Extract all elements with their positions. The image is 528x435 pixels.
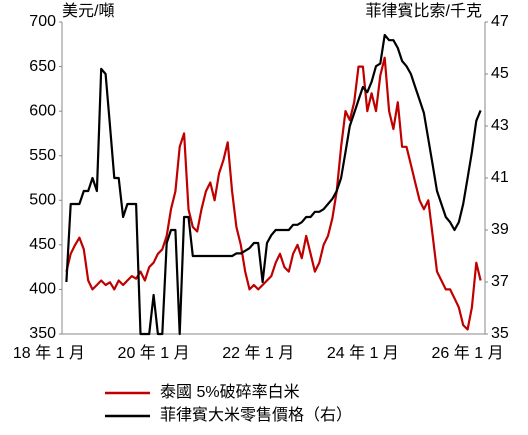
y-tick-label: 550 [29,147,56,164]
y-tick-label: 700 [29,13,56,30]
y-tick-label: 450 [29,236,56,253]
series-line [65,56,482,331]
series-line [65,33,482,336]
y2-tick-label: 43 [491,117,509,134]
y-axis-label: 美元/噸 [62,2,114,20]
x-tick-label: 20 年 1 月 [118,344,190,362]
y2-tick-label: 47 [491,13,509,30]
x-tick-label: 24 年 1 月 [327,344,399,362]
y-tick-label: 400 [29,281,56,298]
y2-tick-label: 37 [491,273,509,290]
y-tick-label: 500 [29,192,56,209]
y2-axis-label: 菲律賓比索/千克 [366,1,482,20]
y-tick-label: 650 [29,58,56,75]
y-tick-label: 600 [29,102,56,119]
legend-label: 菲律賓大米零售價格（右） [160,405,352,424]
legend-label: 泰國 5%破碎率白米 [160,383,300,401]
x-tick-label: 22 年 1 月 [222,344,294,362]
y2-tick-label: 39 [491,221,509,238]
y2-tick-label: 41 [491,169,509,186]
y2-tick-label: 45 [491,65,509,82]
x-tick-label: 18 年 1 月 [13,344,85,362]
y-tick-label: 350 [29,325,56,342]
x-tick-label: 26 年 1 月 [432,344,504,362]
y2-tick-label: 35 [491,325,509,342]
